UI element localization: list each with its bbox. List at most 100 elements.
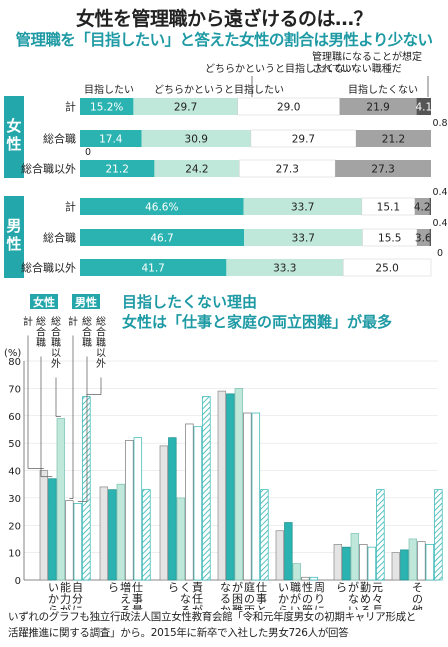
- svg-text:ら: ら: [48, 604, 59, 610]
- svg-text:の: の: [412, 593, 423, 606]
- value-label: 3.6: [415, 233, 432, 245]
- svg-text:事: 事: [256, 593, 267, 606]
- bar-segment: [416, 229, 430, 246]
- row-label: 総合職以外: [21, 261, 76, 275]
- category-label: 能力がな: [60, 580, 71, 610]
- page-subtitle: 管理職を「目指したい」と答えた女性の割合は男性より少ない: [15, 31, 434, 49]
- bar-segment: [80, 130, 142, 147]
- category-label: ら: [336, 581, 347, 594]
- category-label: くなるか: [180, 581, 191, 610]
- bar-segment: [355, 130, 431, 147]
- category-label: がないか: [348, 580, 359, 610]
- category-label: が困難に: [232, 580, 243, 610]
- svg-text:か: か: [48, 593, 59, 606]
- bar: [65, 500, 74, 581]
- svg-text:総: 総: [36, 315, 46, 328]
- group-label: 男: [6, 217, 21, 235]
- svg-text:困: 困: [232, 593, 243, 606]
- svg-text:く: く: [180, 581, 191, 594]
- svg-text:以: 以: [96, 349, 106, 360]
- chart-subtitle: 女性は「仕事と家庭の両立困難」が最多: [122, 313, 392, 331]
- category-label: 勤める気: [360, 581, 371, 610]
- svg-text:合: 合: [51, 326, 61, 339]
- bar: [159, 445, 169, 581]
- value-label: 33.3: [273, 263, 296, 275]
- svg-text:総: 総: [82, 315, 92, 328]
- group-label-bg: [4, 96, 24, 178]
- category-label: 周りに同: [314, 581, 325, 610]
- svg-text:が: が: [60, 603, 71, 610]
- legend-label-4: 目指したくない: [348, 83, 418, 96]
- value-label: 24.2: [185, 164, 208, 176]
- bar: [39, 470, 49, 581]
- svg-text:周: 周: [314, 581, 325, 594]
- svg-text:仕: 仕: [256, 581, 267, 594]
- svg-text:い: い: [278, 581, 289, 594]
- value-label: 17.4: [99, 134, 123, 146]
- svg-text:自: 自: [72, 581, 83, 594]
- svg-text:他: 他: [412, 604, 423, 610]
- y-tick-label: 20: [8, 521, 21, 532]
- small-value-label: 0: [85, 147, 91, 158]
- legend-label-1: 目指したい: [84, 83, 134, 96]
- svg-text:増: 増: [120, 581, 131, 594]
- bar: [125, 440, 134, 581]
- svg-text:な: な: [348, 593, 359, 606]
- svg-text:責: 責: [192, 580, 203, 594]
- value-label: 27.3: [371, 164, 394, 176]
- bar: [367, 546, 377, 581]
- value-label: 29.0: [277, 102, 300, 114]
- series-legend-label: 計: [23, 315, 33, 328]
- bar: [425, 544, 435, 581]
- bar: [234, 388, 244, 581]
- legend-label-5-line2: されていない職種だ: [312, 62, 402, 75]
- bar: [342, 546, 351, 581]
- bar: [142, 489, 151, 581]
- svg-text:分: 分: [72, 593, 83, 606]
- bar-segment: [80, 98, 134, 115]
- svg-text:仕: 仕: [132, 581, 143, 594]
- svg-text:計: 計: [23, 315, 33, 328]
- y-tick-label: 70: [8, 384, 21, 395]
- svg-text:合: 合: [82, 326, 92, 339]
- group-label: 性: [6, 235, 21, 253]
- value-label: 29.7: [292, 134, 315, 146]
- bar-segment: [429, 229, 431, 246]
- bar: [82, 396, 91, 581]
- legend-group-label: 男性: [75, 295, 97, 309]
- svg-text:の: の: [244, 593, 255, 606]
- bar-segment: [243, 198, 362, 215]
- bar-segment: [141, 130, 251, 147]
- svg-text:ら: ら: [336, 581, 347, 594]
- bar: [284, 522, 293, 581]
- svg-text:能: 能: [60, 580, 71, 594]
- svg-text:る: る: [360, 604, 371, 610]
- series-legend-label: 総合職以外: [51, 315, 61, 370]
- series-legend-label: 計: [68, 315, 78, 328]
- y-axis-label: (%): [4, 348, 21, 359]
- svg-text:か: か: [278, 593, 289, 606]
- svg-text:量: 量: [132, 604, 143, 610]
- svg-text:い: い: [290, 604, 301, 610]
- svg-text:か: か: [220, 604, 231, 610]
- y-tick-label: 80: [8, 357, 21, 368]
- category-label: 性の管理: [302, 580, 313, 610]
- svg-text:ら: ら: [108, 581, 119, 594]
- bar-segment: [80, 259, 227, 276]
- bar: [391, 552, 401, 581]
- bar: [292, 563, 302, 581]
- small-value-label: 0.8: [432, 118, 447, 129]
- value-label: 46.6%: [145, 202, 178, 214]
- bar: [48, 478, 57, 581]
- svg-text:な: な: [180, 593, 191, 606]
- value-label: 4.2: [414, 202, 431, 214]
- svg-text:事: 事: [132, 593, 143, 606]
- row-label: 総合職以外: [21, 162, 76, 176]
- value-label: 25.0: [375, 263, 398, 275]
- legend-label-3: どちらかというと目指したくない: [205, 62, 355, 75]
- y-tick-label: 10: [8, 549, 21, 560]
- svg-text:め: め: [360, 593, 371, 606]
- bar-segment: [80, 229, 245, 246]
- bar: [202, 396, 211, 581]
